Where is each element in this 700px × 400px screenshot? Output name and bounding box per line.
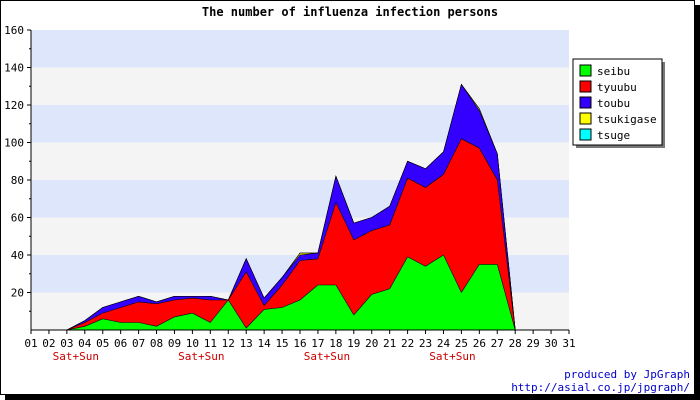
y-tick-label: 80 (11, 174, 24, 187)
x-tick-label: 20 (365, 337, 378, 350)
y-tick-label: 20 (11, 287, 24, 300)
x-tick-label: 17 (311, 337, 324, 350)
x-tick-label: 02 (42, 337, 55, 350)
legend-label-tsukigase: tsukigase (597, 113, 657, 126)
x-tick-label: 12 (222, 337, 235, 350)
x-tick-label: 13 (240, 337, 253, 350)
grid-band (31, 30, 569, 68)
x-tick-label: 31 (562, 337, 575, 350)
x-tick-label: 15 (275, 337, 288, 350)
y-tick-label: 40 (11, 249, 24, 262)
legend-label-tyuubu: tyuubu (597, 81, 637, 94)
x-tick-label: 10 (186, 337, 199, 350)
y-tick-label: 100 (4, 137, 24, 150)
x-tick-label: 26 (473, 337, 486, 350)
line-toubu (31, 83, 569, 331)
legend-swatch-tsukigase (579, 112, 592, 125)
x-tick-label: 03 (60, 337, 73, 350)
x-tick-label: 30 (544, 337, 557, 350)
x-tick-label: 09 (168, 337, 181, 350)
x-tick-label: 27 (491, 337, 504, 350)
y-tick-label: 140 (4, 62, 24, 75)
x-tick-label: 16 (293, 337, 306, 350)
x-tick-label: 06 (114, 337, 127, 350)
area-seibu (31, 255, 569, 330)
chart-title: The number of influenza infection person… (202, 5, 498, 19)
x-tick-label: 18 (329, 337, 342, 350)
series-areas (31, 83, 569, 331)
x-tick-label: 14 (258, 337, 272, 350)
x-tick-label: 19 (347, 337, 360, 350)
legend: seibu tyuubu toubu tsukigase tsuge (572, 58, 665, 148)
weekend-label: Sat+Sun (53, 350, 99, 363)
x-tick-label: 11 (204, 337, 217, 350)
grid-band (31, 67, 569, 105)
legend-label-toubu: toubu (597, 97, 630, 110)
weekend-label: Sat+Sun (178, 350, 224, 363)
frame-shadow-right (695, 5, 700, 400)
legend-swatch-toubu (579, 96, 592, 109)
x-tick-label: 04 (78, 337, 92, 350)
frame-shadow-bottom (5, 395, 700, 400)
axes: 20 40 60 80 100 120 140 160 01 02 03 04 05 06 07 08 09 10… (4, 24, 576, 363)
legend-swatch-tsuge (579, 128, 592, 141)
area-tyuubu (31, 138, 569, 330)
x-tick-label: 24 (437, 337, 451, 350)
line-seibu (31, 254, 569, 331)
legend-label-seibu: seibu (597, 65, 630, 78)
weekend-label: Sat+Sun (429, 350, 475, 363)
x-tick-label: 29 (527, 337, 540, 350)
x-tick-label: 08 (150, 337, 163, 350)
weekend-label: Sat+Sun (304, 350, 350, 363)
x-tick-label: 23 (419, 337, 432, 350)
x-tick-label: 28 (509, 337, 522, 350)
x-tick-label: 25 (455, 337, 468, 350)
x-tick-label: 07 (132, 337, 145, 350)
x-tick-label: 01 (24, 337, 37, 350)
x-tick-label: 22 (401, 337, 414, 350)
y-tick-label: 60 (11, 212, 24, 225)
x-tick-label: 05 (96, 337, 109, 350)
x-tick-label: 21 (383, 337, 396, 350)
legend-swatch-tyuubu (579, 80, 592, 93)
legend-swatch-seibu (579, 64, 592, 77)
y-tick-label: 160 (4, 24, 24, 37)
y-tick-label: 120 (4, 99, 24, 112)
line-tyuubu (31, 138, 569, 331)
credit-line-1: produced by JpGraph (564, 368, 690, 381)
legend-label-tsuge: tsuge (597, 129, 630, 142)
credit-line-2[interactable]: http://asial.co.jp/jpgraph/ (511, 381, 690, 394)
